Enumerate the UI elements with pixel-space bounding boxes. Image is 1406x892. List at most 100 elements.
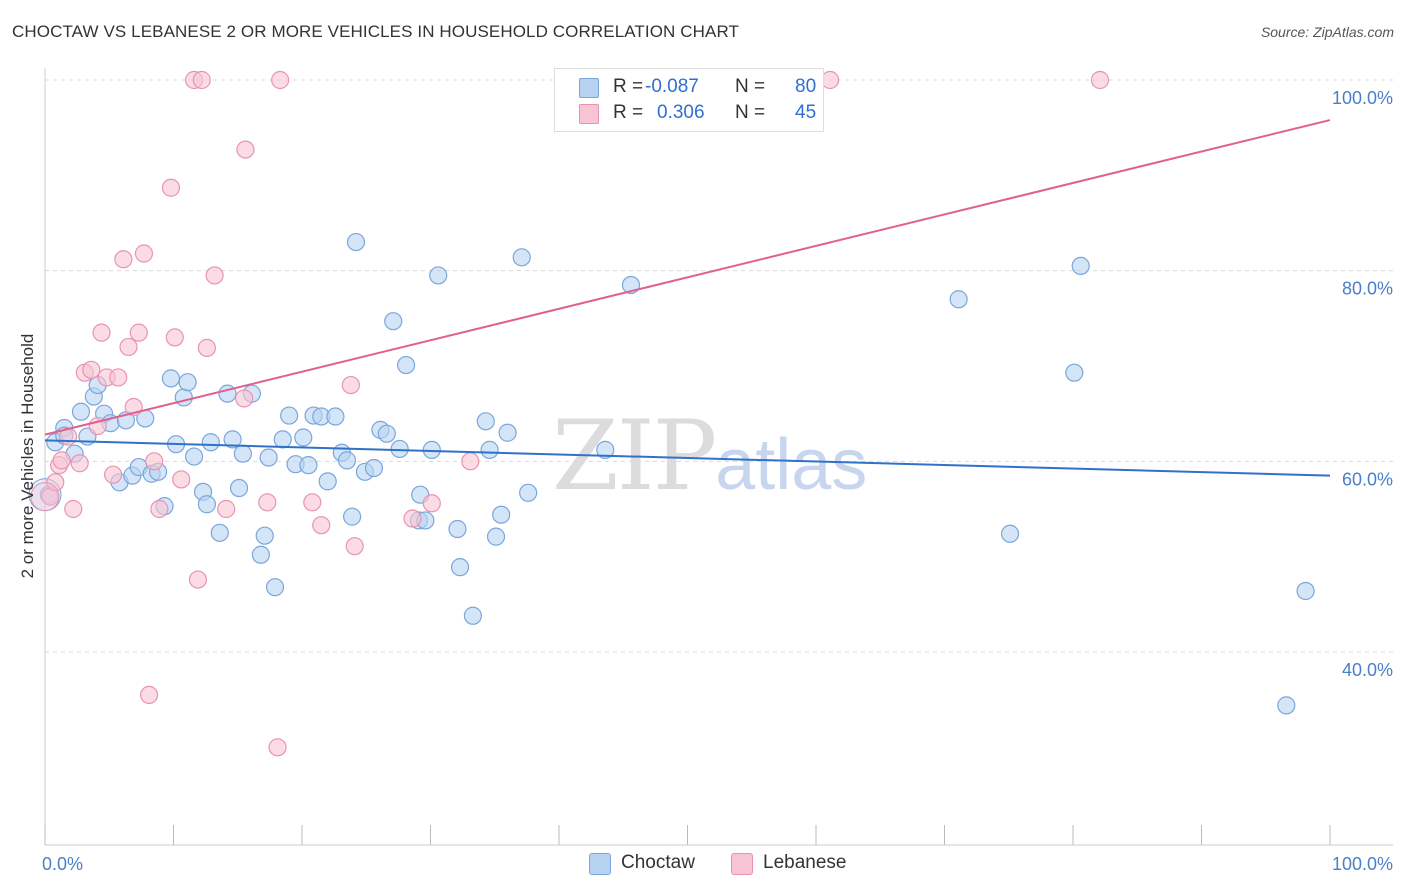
data-point <box>258 493 277 512</box>
y-axis-label: 2 or more Vehicles in Household <box>18 333 37 579</box>
x-tick-label-end: 100.0% <box>1332 854 1393 874</box>
data-point <box>343 507 362 526</box>
data-point <box>150 499 169 519</box>
data-point <box>337 451 357 470</box>
data-point <box>498 423 517 442</box>
data-point <box>326 407 345 426</box>
data-point <box>184 447 204 466</box>
data-point <box>1000 524 1020 543</box>
legend-r-value: -0.087 <box>645 76 699 97</box>
data-point <box>448 519 467 539</box>
data-point <box>512 248 531 267</box>
data-point <box>161 369 181 388</box>
data-point <box>174 388 193 407</box>
legend-r-label: R = <box>613 102 644 123</box>
chart-title: CHOCTAW VS LEBANESE 2 OR MORE VEHICLES I… <box>12 22 740 41</box>
data-point <box>109 368 128 387</box>
data-point <box>396 355 416 375</box>
data-point <box>70 454 89 473</box>
data-point <box>519 483 538 502</box>
data-point <box>949 290 968 309</box>
trend-lines <box>44 119 1331 477</box>
data-point <box>197 495 217 514</box>
data-point <box>346 232 366 252</box>
data-point <box>268 738 287 757</box>
data-point <box>480 440 499 459</box>
data-point <box>463 606 483 625</box>
data-point <box>52 451 71 470</box>
choctaw-swatch <box>579 78 599 98</box>
tick-labels: 40.0% 60.0% 80.0% 100.0% 0.0% 100.0% <box>42 88 1393 874</box>
data-point <box>1065 363 1084 382</box>
data-point <box>303 493 322 512</box>
data-point <box>71 402 91 421</box>
legend-r-label: R = <box>613 76 644 97</box>
data-point <box>92 323 111 342</box>
data-point <box>486 527 506 546</box>
watermark-atlas: atlas <box>715 425 868 505</box>
data-point <box>294 428 313 447</box>
data-point <box>476 412 495 431</box>
data-point <box>273 430 292 449</box>
data-point <box>821 70 840 90</box>
data-point <box>205 266 224 285</box>
data-point <box>341 375 360 395</box>
data-point <box>129 323 148 342</box>
data-point <box>312 516 331 535</box>
axes <box>44 68 1393 846</box>
correlation-legend: R = -0.087 N = 80 R = 0.306 N = 45 <box>554 68 824 132</box>
data-point <box>236 140 255 159</box>
data-point <box>377 424 396 443</box>
data-point <box>1071 256 1090 275</box>
choctaw-swatch <box>589 853 611 875</box>
data-point <box>172 470 191 489</box>
lebanese-trend-line <box>44 119 1331 436</box>
data-point <box>1090 70 1110 90</box>
data-point <box>139 685 159 705</box>
data-point <box>192 70 211 90</box>
bottom-legend-label: Lebanese <box>763 852 847 873</box>
source-label: Source: ZipAtlas.com <box>1260 24 1394 40</box>
data-point <box>82 360 101 379</box>
y-tick-label: 60.0% <box>1342 469 1393 489</box>
data-point <box>318 472 337 491</box>
data-point <box>165 328 184 347</box>
data-point <box>223 430 242 449</box>
data-point <box>229 478 249 498</box>
data-point <box>280 406 299 425</box>
legend-r-value: 0.306 <box>657 102 705 123</box>
lebanese-points <box>30 70 1110 757</box>
data-point-large <box>30 482 60 512</box>
data-point <box>259 448 278 467</box>
legend-n-label: N = <box>735 102 766 123</box>
data-point <box>197 338 217 357</box>
data-point <box>450 558 470 577</box>
x-tick-label-start: 0.0% <box>42 854 83 874</box>
data-point <box>271 70 290 90</box>
data-point <box>178 373 197 392</box>
bottom-legend-label: Choctaw <box>621 852 695 873</box>
data-point <box>235 389 254 408</box>
lebanese-swatch <box>731 853 753 875</box>
data-point <box>1296 581 1315 601</box>
data-point <box>596 440 615 459</box>
y-tick-label: 80.0% <box>1342 279 1393 299</box>
data-point <box>233 444 252 463</box>
choctaw-trend-line <box>44 439 1331 477</box>
data-point <box>145 452 164 471</box>
choctaw-points <box>28 232 1315 715</box>
data-point <box>188 570 208 589</box>
data-point <box>299 456 318 475</box>
data-point <box>429 266 448 285</box>
data-point <box>114 250 133 269</box>
data-point <box>461 452 480 471</box>
data-point <box>64 499 83 519</box>
data-point <box>1277 696 1296 715</box>
data-point <box>134 244 154 263</box>
grid-lines <box>45 79 1393 653</box>
legend-n-value: 80 <box>795 76 817 97</box>
data-point <box>201 433 220 452</box>
data-point <box>492 505 511 524</box>
data-point <box>255 526 274 545</box>
